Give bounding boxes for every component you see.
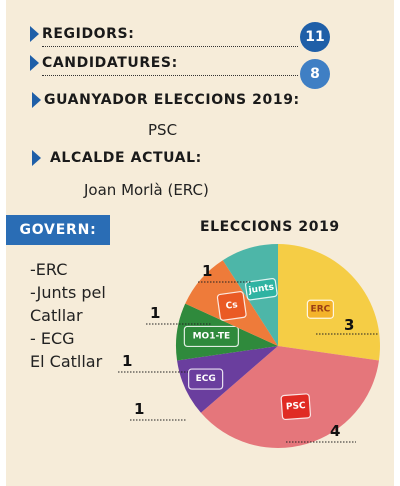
seat-label-ecg: 1: [134, 400, 144, 418]
alcalde-row: ALCALDE ACTUAL:: [32, 150, 202, 166]
seat-label-mo1-te: 1: [122, 352, 132, 370]
party-logo-ecg: ECG: [188, 368, 224, 390]
seat-label-junts: 1: [202, 262, 212, 280]
party-logo-cs: Cs: [216, 291, 247, 321]
party-logo-text: ECG: [196, 374, 216, 384]
bullet-triangle-icon: [32, 92, 41, 108]
party-logo-bg: [306, 299, 334, 319]
seat-label-erc: 3: [344, 316, 354, 334]
party-logo-bg: [280, 393, 312, 421]
govern-line: -Junts pel: [30, 283, 106, 302]
party-logo-mo1-te: MO1-TE: [183, 325, 239, 348]
bullet-triangle-icon: [30, 26, 39, 42]
party-logo-text: PSC: [286, 401, 307, 412]
candidatures-underline: [42, 75, 298, 76]
regidors-row: REGIDORS:: [30, 26, 134, 42]
govern-list: -ERC -Junts pel Catllar - ECG El Catllar: [30, 258, 106, 373]
guanyador-value: PSC: [148, 121, 178, 139]
alcalde-value: Joan Morlà (ERC): [84, 181, 209, 199]
party-logo-text: junts: [247, 283, 275, 297]
party-logo-psc: PSC: [280, 393, 312, 421]
party-logo-bg: [188, 368, 224, 390]
chart-title: ELECCIONS 2019: [200, 219, 340, 235]
party-logo-bg: [216, 291, 247, 321]
party-logo-bg: [245, 278, 278, 301]
regidors-underline: [42, 46, 298, 47]
guanyador-label: GUANYADOR ELECCIONS 2019:: [44, 92, 300, 108]
govern-line: -ERC: [30, 260, 68, 279]
regidors-label: REGIDORS:: [42, 26, 135, 42]
seat-label-cs: 1: [150, 304, 160, 322]
guanyador-row: GUANYADOR ELECCIONS 2019:: [32, 92, 300, 108]
bullet-triangle-icon: [32, 150, 41, 166]
pie-slice-ecg: [177, 346, 278, 413]
seat-label-psc: 4: [330, 422, 340, 440]
bullet-triangle-icon: [30, 55, 39, 71]
party-logo-text: MO1-TE: [193, 331, 231, 341]
party-logo-junts: junts: [245, 278, 278, 301]
candidatures-row: CANDIDATURES:: [30, 55, 178, 71]
party-logo-bg: [183, 325, 239, 348]
candidatures-badge: 8: [300, 59, 330, 89]
govern-line: El Catllar: [30, 352, 103, 371]
regidors-badge: 11: [300, 22, 330, 52]
govern-line: - ECG: [30, 329, 75, 348]
govern-line: Catllar: [30, 306, 83, 325]
alcalde-label: ALCALDE ACTUAL:: [50, 150, 202, 166]
govern-label-box: GOVERN:: [6, 215, 110, 245]
party-logo-text: ERC: [311, 304, 331, 314]
party-logo-text: Cs: [225, 300, 238, 312]
party-logo-erc: ERC: [306, 299, 334, 319]
candidatures-label: CANDIDATURES:: [42, 55, 178, 71]
